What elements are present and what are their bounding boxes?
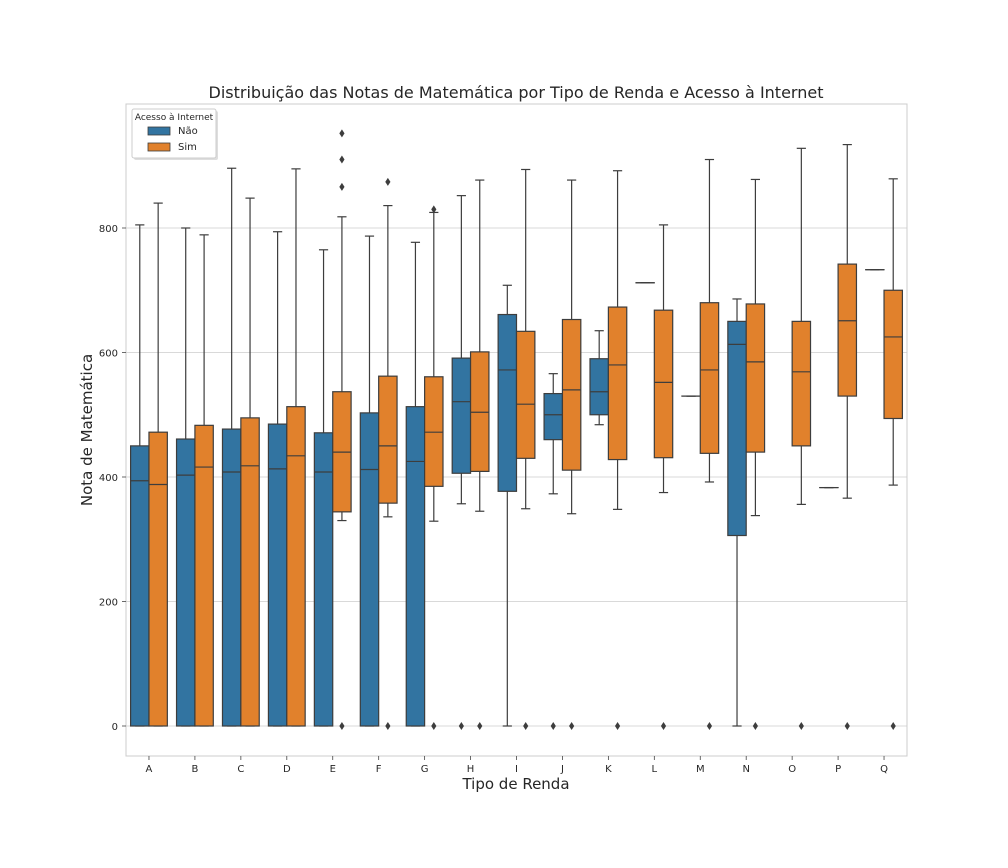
iqr-box [838,264,856,396]
iqr-box [131,446,149,726]
x-tick-label-N: N [742,764,749,775]
iqr-box [195,425,213,726]
x-tick-label-H: H [467,764,475,775]
iqr-box [498,315,516,492]
x-tick-label-L: L [652,764,658,775]
x-tick-label-P: P [835,764,841,775]
iqr-box [425,377,443,487]
iqr-box [590,359,608,415]
iqr-box [792,321,810,446]
x-tick-label-E: E [330,764,336,775]
y-tick-label-200: 200 [99,598,118,609]
iqr-box [544,394,562,440]
x-tick-label-G: G [421,764,429,775]
legend-swatch-sim [148,143,170,151]
legend: Acesso à Internet Não Sim [132,109,218,160]
y-tick-label-0: 0 [112,722,118,733]
iqr-box [222,429,240,726]
iqr-box [728,321,746,535]
legend-swatch-nao [148,127,170,135]
iqr-box [241,418,259,726]
iqr-box [884,290,902,418]
iqr-box [452,358,470,473]
iqr-box [314,433,332,726]
x-tick-label-F: F [376,764,382,775]
x-tick-label-K: K [605,764,612,775]
x-tick-label-O: O [788,764,796,775]
x-tick-label-M: M [696,764,705,775]
x-tick-label-D: D [283,764,291,775]
legend-title: Acesso à Internet [135,113,214,123]
x-tick-label-C: C [237,764,244,775]
y-tick-label-800: 800 [99,224,118,235]
x-axis-label: Tipo de Renda [461,775,569,793]
iqr-box [746,304,764,452]
legend-label-nao: Não [178,126,198,137]
legend-label-sim: Sim [178,142,197,153]
x-tick-label-I: I [515,764,518,775]
iqr-box [360,413,378,726]
y-tick-label-400: 400 [99,473,118,484]
iqr-box [406,407,424,726]
y-tick-label-600: 600 [99,349,118,360]
iqr-box [177,439,195,726]
y-axis-label: Nota de Matemática [78,354,96,506]
iqr-box [149,432,167,726]
x-tick-label-J: J [560,764,564,775]
iqr-box [700,303,718,454]
iqr-box [562,320,580,471]
iqr-box [379,376,397,503]
iqr-box [287,407,305,726]
x-tick-label-B: B [191,764,198,775]
x-tick-label-Q: Q [880,764,888,775]
chart-title: Distribuição das Notas de Matemática por… [209,83,824,102]
iqr-box [654,310,672,458]
iqr-box [608,307,626,460]
iqr-box [471,352,489,472]
iqr-box [517,331,535,458]
x-tick-label-A: A [146,764,153,775]
